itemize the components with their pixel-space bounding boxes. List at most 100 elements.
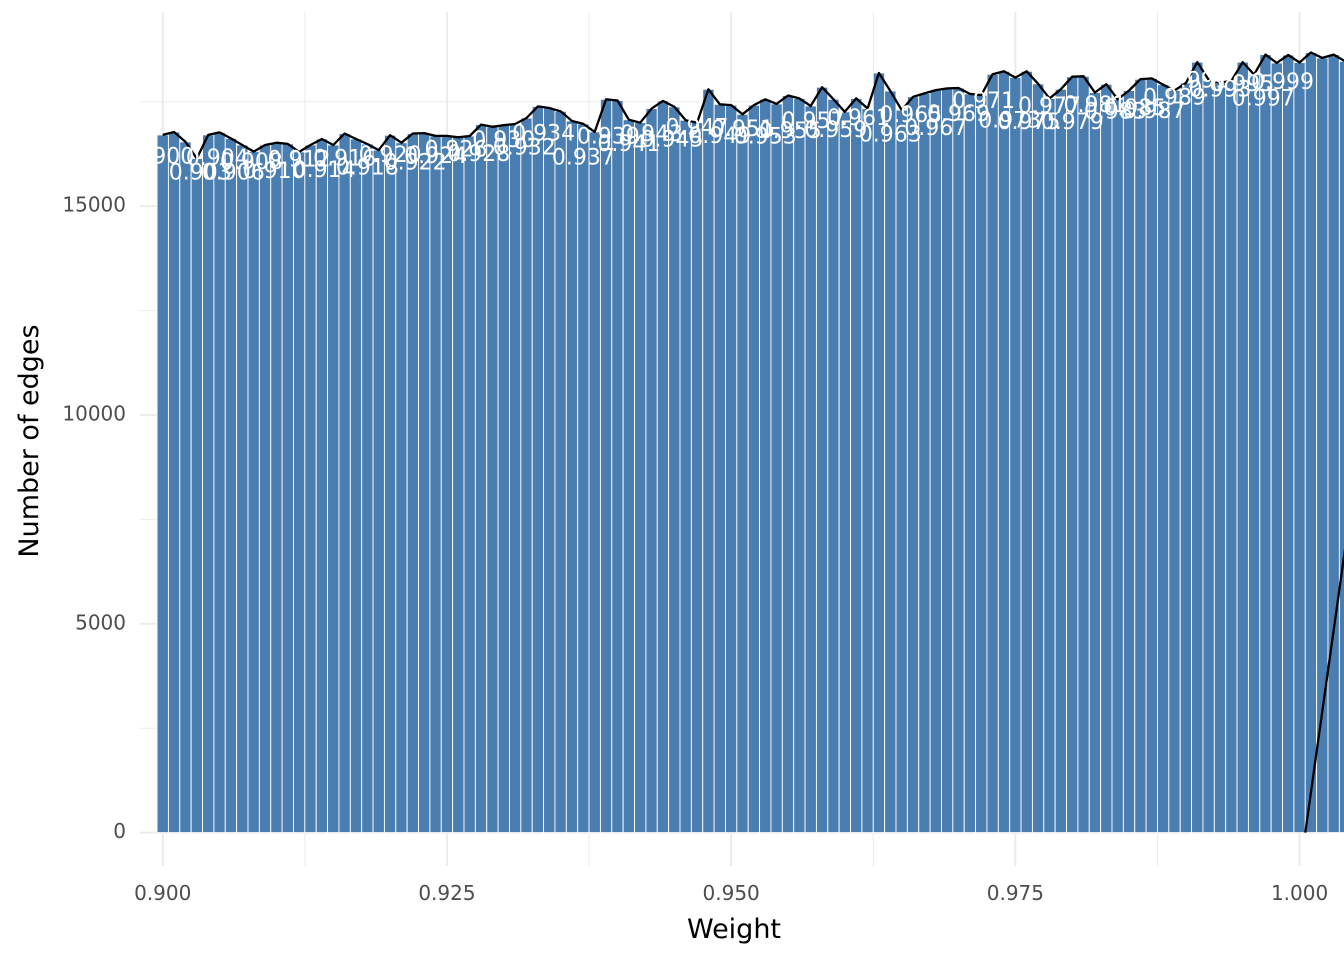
bar-89 bbox=[1168, 90, 1181, 834]
bar-label-32: 0.965 bbox=[879, 103, 942, 128]
bar-58 bbox=[815, 86, 829, 834]
x-axis-ticks: 0.900 0.925 0.950 0.975 1.000 bbox=[134, 881, 1328, 905]
bar-2 bbox=[179, 141, 192, 834]
bar-45 bbox=[668, 106, 681, 834]
bar-78 bbox=[1043, 97, 1056, 834]
bar-label-18: 0.937 bbox=[552, 146, 615, 171]
bar-11 bbox=[281, 143, 294, 834]
y-tick-label-1: 5000 bbox=[75, 610, 126, 634]
bar-86 bbox=[1134, 78, 1147, 834]
bar-96 bbox=[1247, 74, 1261, 834]
bar-6 bbox=[224, 137, 238, 834]
y-tick-label-0: 0 bbox=[113, 819, 126, 843]
bar-55 bbox=[781, 95, 795, 834]
bar-label-39: 0.979 bbox=[1041, 110, 1104, 135]
bar-1 bbox=[167, 131, 181, 834]
bar-66 bbox=[906, 96, 920, 834]
bar-60 bbox=[838, 111, 851, 834]
bar-label-10: 0.920 bbox=[359, 143, 422, 168]
bar-label-4: 0.908 bbox=[220, 150, 283, 175]
bar-40 bbox=[611, 100, 624, 834]
bar-68 bbox=[929, 89, 942, 834]
y-axis-ticks: 0 5000 10000 15000 bbox=[62, 193, 126, 843]
bar-label-20: 0.941 bbox=[597, 132, 660, 157]
bar-76 bbox=[1020, 70, 1033, 834]
bar-87 bbox=[1145, 77, 1158, 834]
bar-82 bbox=[1088, 92, 1102, 834]
bar-label-41: 0.983 bbox=[1084, 100, 1147, 125]
bar-104 bbox=[1338, 60, 1344, 834]
bar-label-29: 0.959 bbox=[804, 118, 867, 143]
bar-15 bbox=[327, 144, 340, 834]
bar-53 bbox=[759, 98, 772, 834]
bar-27 bbox=[463, 135, 476, 834]
bar-47 bbox=[690, 122, 704, 834]
bar-32 bbox=[520, 117, 533, 834]
bar-36 bbox=[565, 120, 579, 834]
bar-97 bbox=[1259, 54, 1272, 834]
bar-13 bbox=[304, 144, 317, 834]
bar-38 bbox=[588, 131, 601, 834]
bar-23 bbox=[418, 132, 431, 834]
bar-21 bbox=[395, 142, 408, 834]
bar-label-22: 0.945 bbox=[641, 128, 704, 153]
bar-70 bbox=[952, 87, 965, 834]
bar-labels: 0.9000.9030.9040.9060.9080.9100.9120.914… bbox=[131, 69, 1314, 186]
bar-17 bbox=[349, 138, 363, 834]
bar-label-31: 0.963 bbox=[859, 123, 922, 148]
bar-label-35: 0.971 bbox=[952, 89, 1015, 114]
bars bbox=[156, 52, 1344, 834]
bar-61 bbox=[850, 97, 863, 834]
bar-label-26: 0.953 bbox=[734, 124, 797, 149]
bar-46 bbox=[679, 119, 692, 834]
bar-20 bbox=[383, 134, 397, 834]
bar-label-25: 0.951 bbox=[711, 117, 774, 142]
bar-57 bbox=[804, 105, 817, 834]
bar-16 bbox=[338, 133, 351, 834]
bar-label-38: 0.977 bbox=[1018, 94, 1081, 119]
bar-31 bbox=[509, 123, 522, 834]
bar-label-43: 0.987 bbox=[1123, 99, 1186, 124]
bar-label-24: 0.949 bbox=[688, 124, 751, 149]
bar-93 bbox=[1213, 82, 1227, 834]
x-tick-label-3: 0.975 bbox=[987, 881, 1044, 905]
bar-label-9: 0.918 bbox=[336, 156, 399, 181]
bar-48 bbox=[702, 88, 715, 834]
bar-3 bbox=[190, 158, 203, 834]
bar-label-1: 0.903 bbox=[169, 161, 232, 186]
bar-63 bbox=[872, 72, 886, 834]
bar-7 bbox=[236, 144, 249, 834]
bar-label-30: 0.961 bbox=[827, 106, 890, 131]
bar-label-8: 0.916 bbox=[313, 146, 376, 171]
bar-65 bbox=[895, 109, 908, 834]
bar-43 bbox=[645, 108, 658, 834]
bar-label-7: 0.914 bbox=[293, 158, 356, 183]
bar-42 bbox=[634, 122, 647, 834]
bar-77 bbox=[1031, 83, 1045, 834]
x-tick-label-2: 0.950 bbox=[703, 881, 760, 905]
x-tick-label-4: 1.000 bbox=[1271, 881, 1328, 905]
bar-label-16: 0.932 bbox=[493, 136, 556, 161]
bar-label-40: 0.981 bbox=[1063, 93, 1126, 118]
bar-98 bbox=[1270, 62, 1283, 834]
y-tick-label-3: 15000 bbox=[62, 193, 126, 217]
bar-25 bbox=[440, 135, 454, 834]
bar-41 bbox=[622, 119, 635, 834]
bar-label-37: 0.975 bbox=[998, 110, 1061, 135]
bar-28 bbox=[474, 124, 488, 834]
bar-label-33: 0.967 bbox=[904, 116, 967, 141]
bar-50 bbox=[725, 104, 738, 834]
bar-88 bbox=[1157, 84, 1170, 834]
bar-19 bbox=[372, 149, 385, 834]
bar-92 bbox=[1202, 79, 1215, 834]
frequency-outline bbox=[162, 51, 1344, 833]
bar-91 bbox=[1191, 61, 1204, 834]
bar-label-15: 0.930 bbox=[472, 128, 535, 153]
bar-label-45: 0.991 bbox=[1166, 69, 1229, 94]
bar-100 bbox=[1293, 62, 1306, 834]
bar-0 bbox=[156, 134, 169, 834]
bar-64 bbox=[884, 90, 897, 834]
bar-label-44: 0.989 bbox=[1143, 85, 1206, 110]
bar-label-19: 0.939 bbox=[577, 125, 640, 150]
